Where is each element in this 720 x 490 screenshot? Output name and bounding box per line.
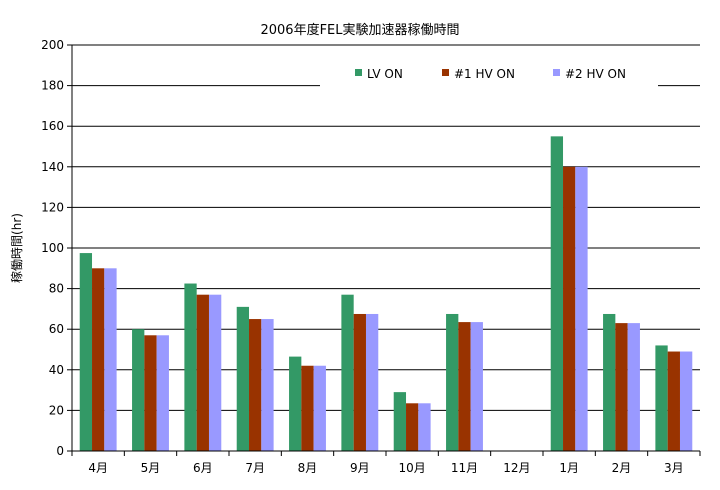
- bar: [249, 319, 262, 451]
- bar: [615, 323, 628, 451]
- x-tick-label: 3月: [664, 461, 684, 475]
- bar: [236, 306, 250, 451]
- bar: [144, 335, 157, 451]
- legend-swatch: [355, 69, 362, 76]
- y-tick-label: 200: [41, 38, 64, 52]
- y-tick-label: 160: [41, 119, 64, 133]
- bar: [184, 283, 197, 451]
- bar: [341, 294, 354, 451]
- x-tick-label: 11月: [451, 461, 478, 475]
- y-tick-label: 60: [49, 322, 64, 336]
- bar: [353, 313, 366, 451]
- bar: [365, 313, 379, 451]
- gridlines: [72, 44, 700, 411]
- x-tick-label: 6月: [193, 461, 213, 475]
- bar: [458, 322, 471, 451]
- legend-swatch: [442, 69, 449, 76]
- bar: [261, 319, 274, 451]
- bar: [289, 356, 302, 451]
- bar: [563, 166, 576, 452]
- chart-title: 2006年度FEL実験加速器稼働時間: [260, 22, 459, 38]
- x-tick-label: 8月: [298, 461, 318, 475]
- x-tick-label: 2月: [612, 461, 632, 475]
- bar: [550, 136, 564, 451]
- x-tick-label: 1月: [559, 461, 579, 475]
- y-tick-label: 0: [56, 444, 64, 458]
- y-tick-label: 20: [49, 403, 64, 417]
- bar: [79, 253, 93, 451]
- y-tick-labels: 0 20 40 60 80 100 120 140 160 180 200: [41, 38, 64, 458]
- x-tick-label: 5月: [141, 461, 161, 475]
- bar: [627, 323, 640, 451]
- x-tick-label: 4月: [88, 461, 108, 475]
- bar: [301, 365, 314, 451]
- x-tick-labels: 4月 5月 6月 7月 8月 9月 10月 11月 12月 1月 2月 3月: [88, 461, 683, 475]
- bar: [655, 345, 668, 451]
- bar: [104, 268, 117, 451]
- bar: [406, 403, 419, 451]
- bar: [446, 313, 459, 451]
- y-tick-label: 120: [41, 200, 64, 214]
- bar: [679, 351, 693, 451]
- y-axis-label: 稼働時間(hr): [9, 213, 24, 283]
- bar: [156, 335, 169, 451]
- legend-swatch: [553, 69, 560, 76]
- bar: [208, 294, 222, 451]
- x-tick-label: 9月: [350, 461, 370, 475]
- legend-label: #2 HV ON: [565, 67, 626, 81]
- bar: [575, 166, 588, 452]
- bar: [313, 365, 326, 451]
- bar: [470, 322, 483, 451]
- y-tick-label: 140: [41, 160, 64, 174]
- legend-label: LV ON: [367, 67, 403, 81]
- axes: [67, 44, 701, 456]
- bar: [603, 313, 616, 451]
- bar: [667, 351, 680, 451]
- bar: [196, 294, 209, 451]
- y-tick-label: 180: [41, 79, 64, 93]
- bar: [132, 329, 145, 451]
- x-tick-label: 7月: [245, 461, 265, 475]
- bar: [418, 403, 431, 451]
- y-tick-label: 100: [41, 241, 64, 255]
- bar: [393, 392, 407, 451]
- legend-label: #1 HV ON: [454, 67, 515, 81]
- x-tick-label: 10月: [399, 461, 426, 475]
- y-tick-label: 80: [49, 282, 64, 296]
- legend: LV ON #1 HV ON #2 HV ON: [355, 67, 626, 81]
- bar: [92, 268, 105, 451]
- x-tick-label: 12月: [503, 461, 530, 475]
- bars: [79, 136, 693, 452]
- y-tick-label: 40: [49, 363, 64, 377]
